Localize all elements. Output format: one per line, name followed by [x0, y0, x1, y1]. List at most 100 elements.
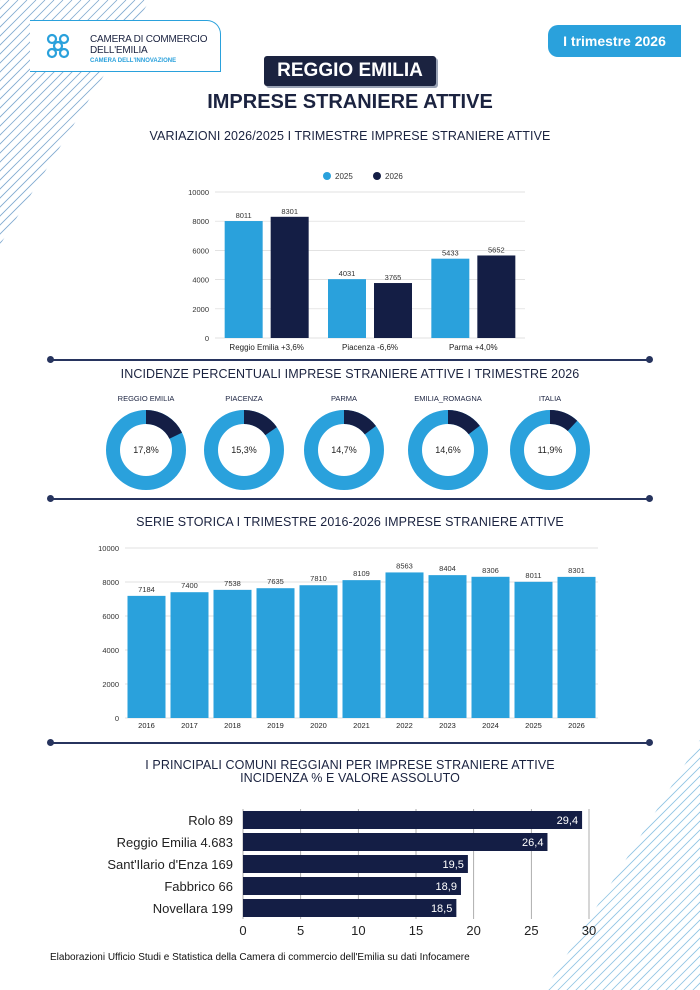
x-tick-label: 25 [524, 923, 538, 935]
donut-chart: 11,9% [510, 410, 590, 490]
x-tick-label: 2020 [310, 721, 327, 730]
legend-label: 2026 [385, 172, 403, 181]
data-label: 7400 [181, 581, 198, 590]
donut-value: 15,3% [231, 445, 257, 455]
donut-chart: 14,6% [408, 410, 488, 490]
y-tick-label: 4000 [102, 646, 119, 655]
data-label: 8563 [396, 561, 413, 570]
x-tick-label: 2026 [568, 721, 585, 730]
donut-slice [304, 410, 384, 490]
donut-slice [510, 410, 590, 490]
data-label: 7810 [310, 574, 327, 583]
bar [374, 283, 412, 338]
x-tick-label: 30 [582, 923, 596, 935]
donut-label: REGGIO EMILIA [117, 394, 175, 403]
y-tick-label: 10000 [98, 544, 119, 553]
data-label: 5433 [442, 249, 459, 258]
x-tick-label: 2022 [396, 721, 413, 730]
data-label: 8404 [439, 564, 456, 573]
logo-icon [46, 33, 70, 59]
data-label: 8011 [236, 211, 252, 220]
y-tick-label: 8000 [192, 217, 209, 226]
y-tick-label: 0 [205, 334, 209, 343]
logo-text-line2: DELL'EMILIA [90, 45, 148, 56]
donut-chart: 17,8% [106, 410, 186, 490]
logo-text-line1: CAMERA DI COMMERCIO [90, 34, 208, 45]
legend-marker [373, 172, 381, 180]
data-label: 4031 [339, 269, 356, 278]
divider [47, 356, 653, 363]
x-tick-label: 0 [239, 923, 246, 935]
data-label: 18,9 [436, 881, 457, 893]
data-label: 19,5 [442, 859, 463, 871]
donut-slice [106, 410, 186, 490]
comuni-title-2: INCIDENZA % E VALORE ASSOLUTO [240, 771, 460, 785]
bar [243, 855, 468, 873]
y-tick-label: 10000 [188, 188, 209, 197]
bar [557, 576, 596, 718]
legend-label: 2025 [335, 172, 353, 181]
x-tick-label: 2025 [525, 721, 542, 730]
data-label: 8301 [568, 566, 585, 575]
bar [270, 216, 309, 338]
x-tick-label: 10 [351, 923, 365, 935]
bar [243, 877, 461, 895]
x-tick-label: 2019 [267, 721, 284, 730]
divider [47, 739, 653, 746]
x-tick-label: 2021 [353, 721, 370, 730]
donut-label: PIACENZA [225, 394, 263, 403]
donut-slice [204, 410, 284, 490]
data-label: 8306 [482, 566, 499, 575]
series-chart: 0 2000 4000 6000 8000 10000 7184 2016 7400 2017 75… [98, 544, 598, 730]
y-tick-label: Sant'Ilario d'Enza 169 [107, 857, 233, 872]
bar [431, 258, 470, 338]
variations-chart: 2025 2026 0 2000 4000 6000 8000 10000 8011 8301 Re… [188, 172, 525, 352]
data-label: 26,4 [522, 837, 543, 849]
x-tick-label: 20 [466, 923, 480, 935]
bar [213, 589, 252, 718]
bar [385, 572, 424, 718]
donut-chart: 14,7% [304, 410, 384, 490]
y-tick-label: 2000 [102, 680, 119, 689]
comuni-title-1: I PRINCIPALI COMUNI REGGIANI PER IMPRESE… [145, 758, 555, 772]
legend-marker [323, 172, 331, 180]
data-label: 5652 [488, 245, 505, 254]
bar [170, 592, 209, 718]
variations-title: VARIAZIONI 2026/2025 I TRIMESTRE IMPRESE… [149, 129, 551, 143]
data-label: 8011 [525, 571, 541, 580]
series-title: SERIE STORICA I TRIMESTRE 2016-2026 IMPR… [136, 515, 564, 529]
x-tick-label: Piacenza -6,6% [342, 343, 398, 352]
bar [256, 588, 295, 718]
x-tick-label: 2016 [138, 721, 155, 730]
x-tick-label: 15 [409, 923, 423, 935]
x-tick-label: 2024 [482, 721, 499, 730]
y-tick-label: Novellara 199 [153, 901, 233, 916]
donut-label: PARMA [330, 394, 358, 403]
data-label: 7635 [267, 577, 284, 586]
bar [299, 585, 338, 718]
incidence-title: INCIDENZE PERCENTUALI IMPRESE STRANIERE … [120, 367, 580, 381]
y-tick-label: 0 [115, 714, 119, 723]
y-tick-label: 8000 [102, 578, 119, 587]
data-label: 7538 [224, 579, 241, 588]
province-label: REGGIO EMILIA [264, 56, 436, 86]
footnote: Elaborazioni Ufficio Studi e Statistica … [50, 952, 470, 963]
x-tick-label: 2018 [224, 721, 241, 730]
y-tick-label: 6000 [192, 246, 209, 255]
y-tick-label: 6000 [102, 612, 119, 621]
y-tick-label: Reggio Emilia 4.683 [117, 835, 233, 850]
data-label: 8301 [281, 207, 298, 216]
bar [224, 221, 263, 338]
y-tick-label: Rolo 89 [188, 813, 233, 828]
donut-slice [408, 410, 488, 490]
logo-subtitle: CAMERA DELL'INNOVAZIONE [90, 58, 177, 64]
data-label: 3765 [385, 273, 402, 282]
bar [243, 899, 457, 917]
x-tick-label: 5 [297, 923, 304, 935]
bar [328, 279, 366, 338]
donut-label: ITALIA [538, 394, 562, 403]
donut-chart: 15,3% [204, 410, 284, 490]
x-tick-label: Reggio Emilia +3,6% [229, 343, 303, 352]
data-label: 18,5 [431, 903, 452, 915]
